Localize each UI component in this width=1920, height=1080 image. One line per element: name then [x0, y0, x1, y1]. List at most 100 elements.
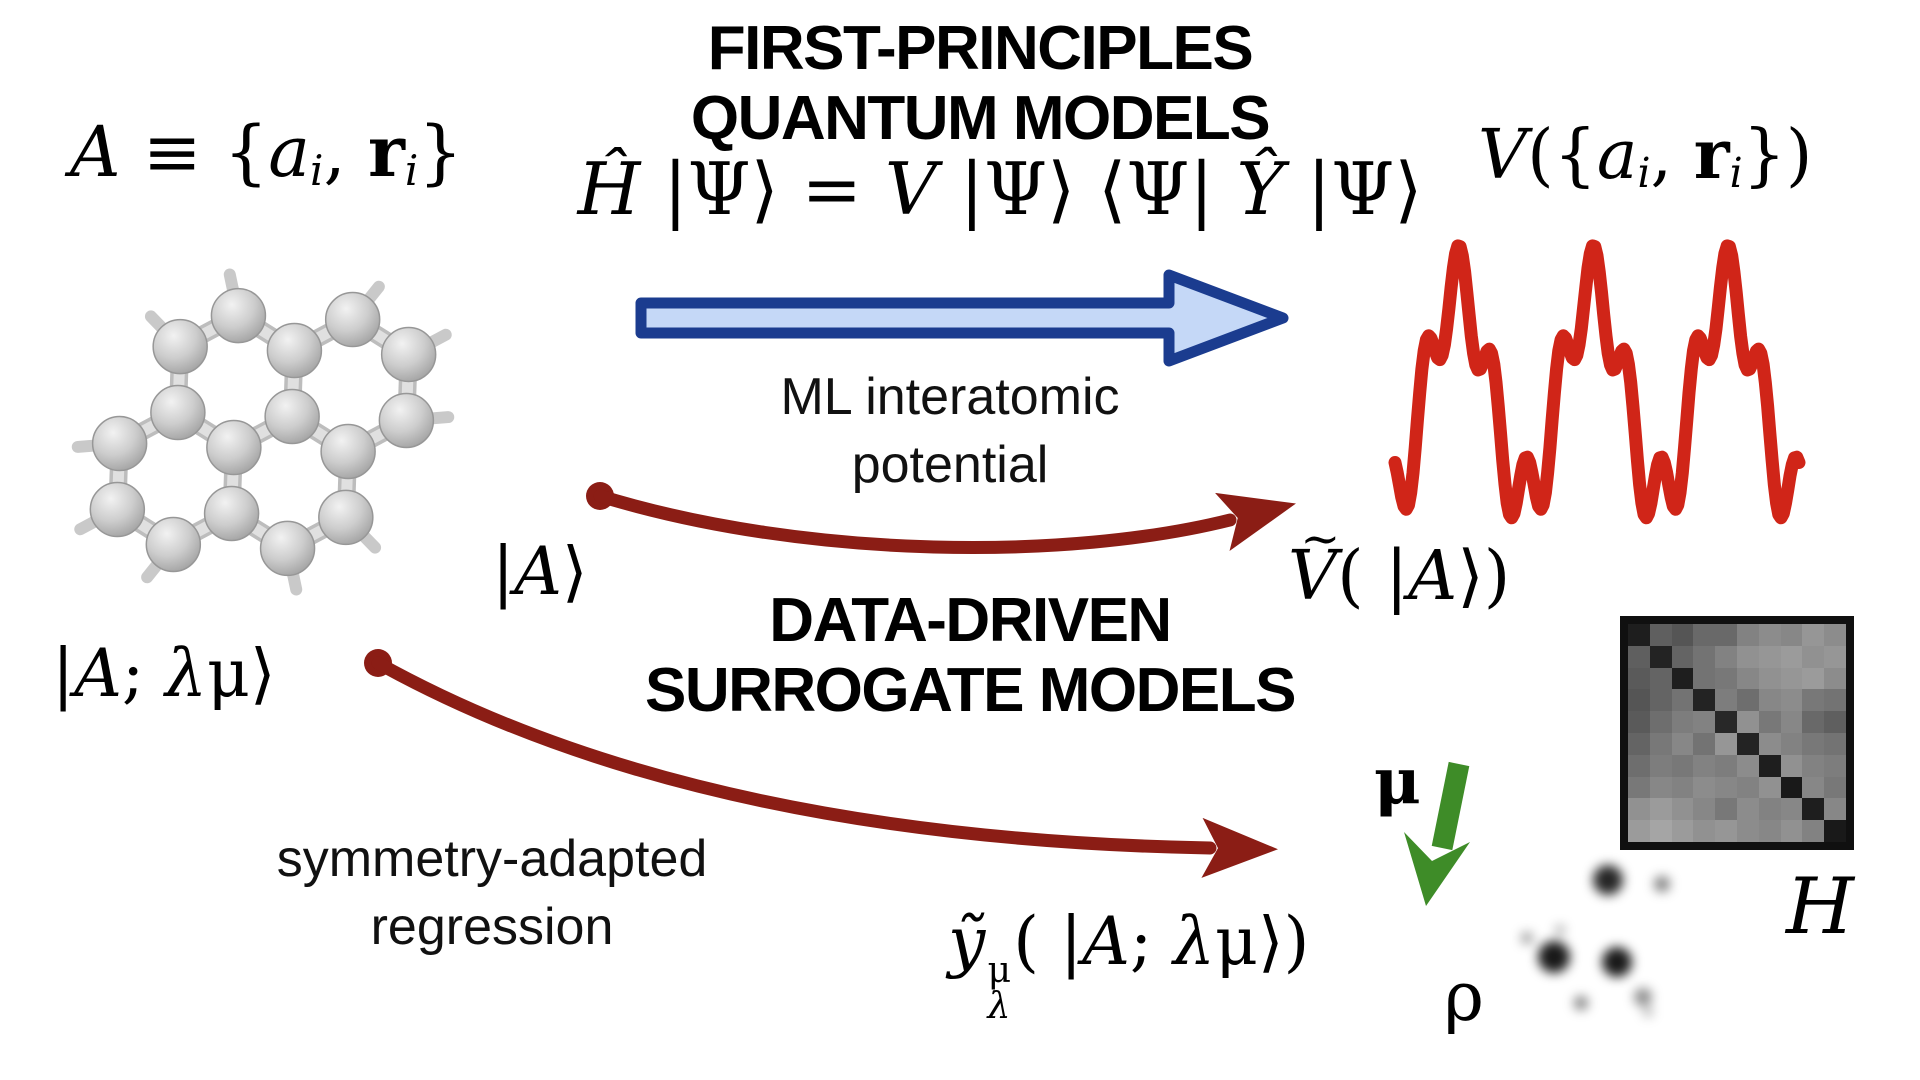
first-principles-arrow-icon: [635, 269, 1289, 367]
h-matrix-cell: [1824, 798, 1846, 821]
h-matrix-cell: [1824, 732, 1846, 755]
h-matrix-cell: [1715, 732, 1737, 755]
h-matrix-cell: [1736, 645, 1759, 668]
data-driven-heading-line1: DATA-DRIVEN: [769, 586, 1172, 655]
ml-potential-note-line1: ML interatomic: [780, 368, 1120, 426]
h-matrix-cell: [1628, 820, 1650, 842]
h-matrix-cell: [1715, 645, 1737, 668]
h-matrix-cell: [1736, 711, 1759, 733]
h-matrix-cell: [1671, 754, 1694, 777]
h-matrix-cell: [1780, 624, 1803, 646]
h-matrix-cell: [1693, 798, 1716, 821]
h-matrix-cell: [1824, 820, 1846, 842]
h-matrix-cell: [1780, 820, 1803, 842]
h-matrix-cell: [1824, 776, 1846, 799]
first-principles-heading: FIRST-PRINCIPLES QUANTUM MODELS: [600, 14, 1360, 154]
ml-potential-note-line2: potential: [851, 435, 1049, 494]
h-matrix-cell: [1802, 711, 1825, 733]
h-matrix-cell: [1649, 711, 1672, 733]
h-matrix-cell: [1715, 624, 1737, 646]
data-driven-heading: DATA-DRIVEN SURROGATE MODELS: [590, 586, 1350, 726]
h-matrix-cell: [1824, 667, 1846, 690]
h-matrix-cell: [1736, 624, 1759, 646]
data-driven-heading-line2: SURROGATE MODELS: [645, 656, 1296, 726]
h-matrix-cell: [1649, 754, 1672, 777]
h-matrix-cell: [1628, 645, 1650, 668]
hamiltonian-label: H: [1786, 862, 1855, 952]
h-matrix-cell: [1736, 798, 1759, 821]
h-matrix-cell: [1671, 798, 1694, 821]
h-matrix-cell: [1736, 732, 1759, 755]
h-matrix-cell: [1802, 689, 1825, 712]
mu-label: μ: [1374, 744, 1421, 819]
h-matrix-cell: [1780, 645, 1803, 668]
h-matrix-cell: [1758, 645, 1781, 668]
symmetry-regression-note-line2: regression: [370, 897, 614, 956]
h-matrix-cell: [1693, 711, 1716, 733]
h-matrix-cell: [1649, 820, 1672, 842]
h-matrix-cell: [1736, 776, 1759, 799]
ket-a-lambda-mu-label: |A; λμ⟩: [52, 635, 276, 712]
h-matrix-cell: [1649, 689, 1672, 712]
h-matrix-cell: [1802, 732, 1825, 755]
structure-formula: A ≡ {ai, ri}: [70, 110, 463, 196]
h-matrix-cell: [1780, 711, 1803, 733]
h-matrix-cell: [1671, 645, 1694, 668]
v-tilde-label: V( |A⟩): [1288, 537, 1510, 616]
h-matrix-cell: [1758, 711, 1781, 733]
h-matrix-cell: [1758, 798, 1781, 821]
h-matrix-cell: [1802, 624, 1825, 646]
h-matrix-cell: [1693, 667, 1716, 690]
h-matrix-cell: [1780, 776, 1803, 799]
h-matrix-cell: [1649, 645, 1672, 668]
h-matrix-cell: [1671, 776, 1694, 799]
h-matrix-cell: [1802, 820, 1825, 842]
h-matrix-cell: [1693, 645, 1716, 668]
h-matrix-cell: [1628, 689, 1650, 712]
h-matrix-cell: [1824, 711, 1846, 733]
h-matrix-cell: [1802, 798, 1825, 821]
h-matrix-cell: [1715, 754, 1737, 777]
h-matrix-cell: [1693, 732, 1716, 755]
h-matrix-cell: [1824, 754, 1846, 777]
h-matrix-cell: [1671, 820, 1694, 842]
density-blobs-graphic: [1521, 865, 1670, 1017]
h-matrix-cell: [1715, 820, 1737, 842]
molecule-graphic: [71, 268, 455, 596]
h-matrix-cell: [1824, 645, 1846, 668]
h-matrix: [1620, 616, 1854, 850]
h-matrix-cell: [1628, 798, 1650, 821]
symmetry-regression-note: symmetry-adapted regression: [212, 826, 772, 961]
h-matrix-cell: [1649, 776, 1672, 799]
first-principles-heading-line2: QUANTUM MODELS: [690, 84, 1271, 154]
h-matrix-cell: [1736, 754, 1759, 777]
rho-label: ρ: [1444, 958, 1484, 1037]
h-matrix-cell: [1628, 732, 1650, 755]
h-matrix-cell: [1736, 820, 1759, 842]
h-matrix-cell: [1780, 754, 1803, 777]
h-matrix-cell: [1736, 689, 1759, 712]
h-matrix-cell: [1649, 624, 1672, 646]
h-matrix-cell: [1780, 732, 1803, 755]
h-matrix-cell: [1824, 689, 1846, 712]
h-matrix-cell: [1758, 754, 1781, 777]
h-matrix-cell: [1693, 820, 1716, 842]
h-matrix-cell: [1758, 820, 1781, 842]
h-matrix-cell: [1693, 754, 1716, 777]
h-matrix-cell: [1802, 754, 1825, 777]
h-matrix-cell: [1628, 754, 1650, 777]
h-matrix-cell: [1715, 776, 1737, 799]
h-matrix-cell: [1671, 711, 1694, 733]
h-matrix-cell: [1628, 624, 1650, 646]
regression-arrow-icon: [364, 649, 1278, 878]
first-principles-heading-line1: FIRST-PRINCIPLES: [707, 14, 1254, 83]
h-matrix-cell: [1715, 798, 1737, 821]
h-matrix-cell: [1715, 689, 1737, 712]
symmetry-regression-note-line1: symmetry-adapted: [276, 830, 708, 888]
h-matrix-cell: [1628, 711, 1650, 733]
mu-arrow-icon: [1404, 761, 1470, 906]
ml-potential-note: ML interatomic potential: [700, 364, 1200, 499]
ket-a-label: |A⟩: [492, 533, 588, 610]
h-matrix-cell: [1693, 689, 1716, 712]
